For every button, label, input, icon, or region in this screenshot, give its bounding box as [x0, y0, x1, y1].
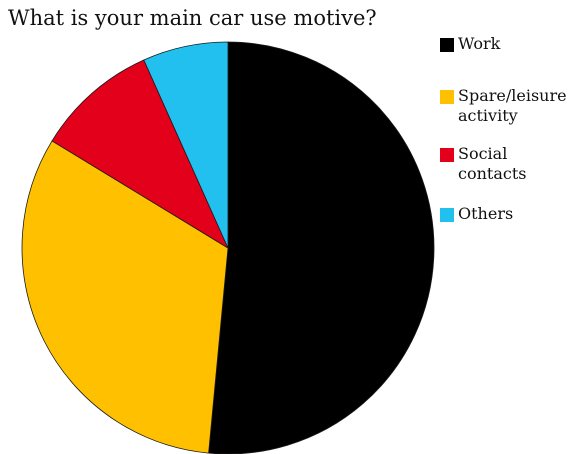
legend-label-others: Others	[458, 204, 514, 223]
pie-slice-others	[143, 41, 229, 249]
legend-label-spare-leisure: Spare/leisure activity	[458, 86, 567, 125]
pie-slice-spare-leisure-activity	[21, 140, 229, 454]
legend-swatch-others	[440, 208, 454, 222]
legend-swatch-spare-leisure	[440, 90, 454, 104]
legend-label-work: Work	[458, 34, 501, 53]
chart-title: What is your main car use motive?	[8, 6, 377, 30]
legend-swatch-social-contacts	[440, 148, 454, 162]
legend-item-spare-leisure: Spare/leisure activity	[440, 86, 570, 126]
legend-label-social-contacts: Social contacts	[458, 144, 527, 183]
pie-slice-work	[208, 41, 435, 454]
legend-swatch-work	[440, 38, 454, 52]
legend-item-social-contacts: Social contacts	[440, 144, 570, 184]
legend-item-work: Work	[440, 34, 500, 54]
legend-item-others: Others	[440, 204, 513, 224]
pie-slice-social-contacts	[51, 59, 229, 250]
